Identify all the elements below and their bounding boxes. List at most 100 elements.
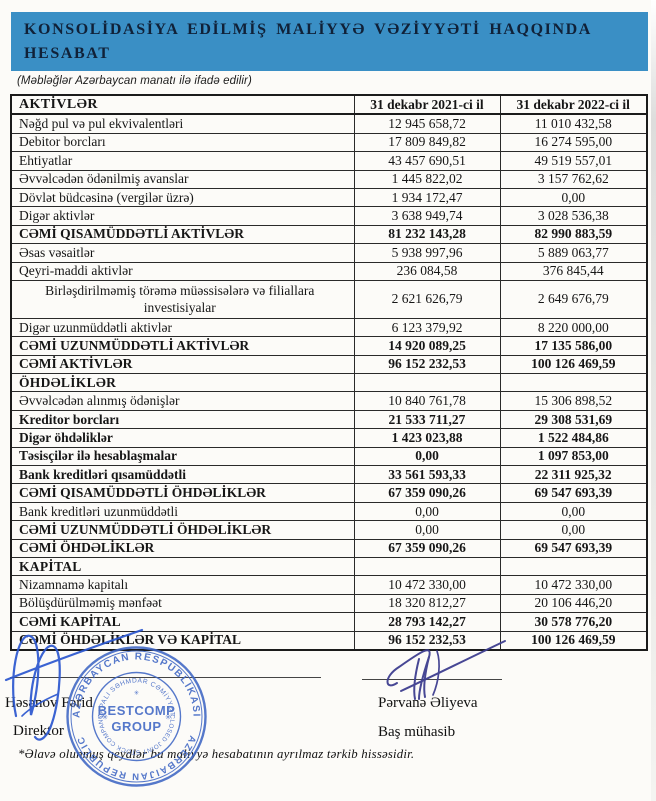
row-value-2021: 3 638 949,74 bbox=[353, 206, 501, 226]
stamp-star-left: ✳ bbox=[102, 714, 108, 722]
row-label: CƏMİ KAPİTAL bbox=[10, 612, 355, 632]
stamp-company-line1: BESTCOMP bbox=[98, 703, 176, 718]
table-row: Nizamnamə kapitalı 10 472 330,00 10 472 33… bbox=[10, 575, 648, 595]
row-label: Təsisçilər ilə hesablaşmalar bbox=[10, 446, 355, 467]
table-row: CƏMİ QISAMÜDDƏTLİ AKTİVLƏR 81 232 143,28 8… bbox=[10, 224, 648, 245]
row-value-2022: 17 135 586,00 bbox=[499, 336, 648, 356]
table-row: Bank kreditləri qısamüddətli 33 561 593,3… bbox=[10, 465, 648, 485]
column-header-2022: 31 dekabr 2022-ci il bbox=[499, 94, 648, 116]
row-value-2021: 236 084,58 bbox=[353, 261, 501, 281]
balance-sheet-table: AKTİVLƏR 31 dekabr 2021-ci il 31 dekabr … bbox=[10, 94, 648, 651]
row-value-2021 bbox=[353, 373, 501, 393]
row-value-2022: 11 010 432,58 bbox=[499, 113, 648, 134]
row-value-2022: 2 649 676,79 bbox=[499, 279, 648, 319]
row-value-2022: 8 220 000,00 bbox=[499, 317, 648, 338]
column-header-assets: AKTİVLƏR bbox=[10, 94, 355, 116]
row-value-2022: 100 126 469,59 bbox=[499, 354, 648, 375]
signature-line-director bbox=[10, 677, 321, 678]
row-label: Nizamnamə kapitalı bbox=[10, 575, 355, 595]
row-value-2021: 0,00 bbox=[353, 446, 501, 467]
row-value-2021: 0,00 bbox=[353, 520, 501, 540]
table-row: Əvvəlcədən ödənilmiş avanslar 1 445 822,0… bbox=[10, 169, 648, 189]
row-value-2022: 20 106 446,20 bbox=[499, 593, 648, 614]
table-row: Qeyri-maddi aktivlər 236 084,58 376 845,44 bbox=[10, 261, 648, 281]
row-value-2022: 1 097 853,00 bbox=[499, 446, 648, 467]
currency-note: (Məbləğlər Azərbaycan manatı ilə ifadə e… bbox=[17, 75, 252, 87]
row-value-2022: 30 578 776,20 bbox=[499, 612, 648, 632]
row-label: Bank kreditləri qısamüddətli bbox=[10, 465, 355, 485]
row-label: Nəğd pul və pul ekvivalentləri bbox=[10, 113, 355, 134]
table-row: CƏMİ ÖHDƏLİKLƏR 67 359 090,26 69 547 693,3… bbox=[10, 538, 648, 558]
row-label: Bank kreditləri uzunmüddətli bbox=[10, 501, 355, 522]
row-value-2022: 5 889 063,77 bbox=[499, 243, 648, 263]
balance-table-body: Nəğd pul və pul ekvivalentləri 12 945 658… bbox=[10, 113, 648, 651]
table-row: Əsas vəsaitlər 5 938 997,96 5 889 063,77 bbox=[10, 243, 648, 263]
row-value-2022: 69 547 693,39 bbox=[499, 483, 648, 503]
row-value-2022: 22 311 925,32 bbox=[499, 465, 648, 485]
table-row: Nəğd pul və pul ekvivalentləri 12 945 658… bbox=[10, 113, 648, 134]
row-value-2022: 15 306 898,52 bbox=[499, 391, 648, 411]
row-value-2021: 0,00 bbox=[353, 501, 501, 522]
table-row: CƏMİ QISAMÜDDƏTLİ ÖHDƏLİKLƏR 67 359 090,2… bbox=[10, 483, 648, 503]
row-value-2021: 1 934 172,47 bbox=[353, 187, 501, 208]
row-value-2021: 33 561 593,33 bbox=[353, 465, 501, 485]
row-value-2022: 0,00 bbox=[499, 187, 648, 208]
row-value-2021: 10 472 330,00 bbox=[353, 575, 501, 595]
row-value-2021 bbox=[353, 556, 501, 577]
title-band: KONSOLİDASİYA EDİLMİŞ MALİYYƏ VƏZİYYƏTİ … bbox=[11, 12, 648, 71]
table-header-row: AKTİVLƏR 31 dekabr 2021-ci il 31 dekabr … bbox=[10, 94, 648, 116]
table-row: CƏMİ AKTİVLƏR 96 152 232,53 100 126 469,59 bbox=[10, 354, 648, 375]
signer-role-director: Direktor bbox=[13, 723, 64, 739]
row-value-2022: 49 519 557,01 bbox=[499, 151, 648, 171]
row-label: Əvvəlcədən alınmış ödənişlər bbox=[10, 391, 355, 411]
table-row: Digər aktivlər 3 638 949,74 3 028 536,38 bbox=[10, 206, 648, 226]
row-value-2021: 12 945 658,72 bbox=[353, 113, 501, 134]
row-label: Digər öhdəliklər bbox=[10, 428, 355, 448]
row-value-2021: 81 232 143,28 bbox=[353, 224, 501, 245]
signer-role-accountant: Baş mühasib bbox=[378, 724, 456, 740]
row-value-2021: 18 320 812,27 bbox=[353, 593, 501, 614]
row-value-2022 bbox=[499, 373, 648, 393]
row-value-2022: 29 308 531,69 bbox=[499, 409, 648, 430]
row-label: Digər aktivlər bbox=[10, 206, 355, 226]
row-label: Dövlət büdcəsinə (vergilər üzrə) bbox=[10, 187, 355, 208]
table-row: Digər uzunmüddətli aktivlər 6 123 379,92 8… bbox=[10, 317, 648, 338]
row-label: KAPİTAL bbox=[10, 556, 355, 577]
stamp-star-right: ✳ bbox=[165, 714, 171, 722]
row-value-2022: 10 472 330,00 bbox=[499, 575, 648, 595]
report-footnote: *Əlavə olunmuş qeydlər bu maliyyə hesaba… bbox=[18, 747, 415, 761]
row-value-2021: 17 809 849,82 bbox=[353, 132, 501, 153]
row-label: ÖHDƏLİKLƏR bbox=[10, 373, 355, 393]
row-label: Əsas vəsaitlər bbox=[10, 243, 355, 263]
row-value-2021: 67 359 090,26 bbox=[353, 538, 501, 558]
table-row: KAPİTAL bbox=[10, 556, 648, 577]
row-value-2021: 2 621 626,79 bbox=[353, 279, 501, 319]
table-row: Ehtiyatlar 43 457 690,51 49 519 557,01 bbox=[10, 151, 648, 171]
row-value-2021: 10 840 761,78 bbox=[353, 391, 501, 411]
stamp-company-line2: GROUP bbox=[111, 719, 161, 734]
row-value-2021: 21 533 711,27 bbox=[353, 409, 501, 430]
table-row: ÖHDƏLİKLƏR bbox=[10, 373, 648, 393]
row-label: Digər uzunmüddətli aktivlər bbox=[10, 317, 355, 338]
row-value-2021: 6 123 379,92 bbox=[353, 317, 501, 338]
row-label: Kreditor borcları bbox=[10, 409, 355, 430]
row-value-2021: 5 938 997,96 bbox=[353, 243, 501, 263]
scan-page-edge bbox=[651, 0, 656, 801]
table-row: Dövlət büdcəsinə (vergilər üzrə) 1 934 17… bbox=[10, 187, 648, 208]
signature-line-accountant bbox=[362, 679, 502, 680]
row-label: Bölüşdürülməmiş mənfəət bbox=[10, 593, 355, 614]
row-label: CƏMİ QISAMÜDDƏTLİ ÖHDƏLİKLƏR bbox=[10, 483, 355, 503]
row-label: CƏMİ AKTİVLƏR bbox=[10, 354, 355, 375]
row-label: CƏMİ UZUNMÜDDƏTLİ ÖHDƏLİKLƏR bbox=[10, 520, 355, 540]
table-row: Digər öhdəliklər 1 423 023,88 1 522 484,86 bbox=[10, 428, 648, 448]
table-row: Əvvəlcədən alınmış ödənişlər 10 840 761,7… bbox=[10, 391, 648, 411]
row-label: CƏMİ UZUNMÜDDƏTLİ AKTİVLƏR bbox=[10, 336, 355, 356]
row-value-2021: 1 423 023,88 bbox=[353, 428, 501, 448]
row-label: Ehtiyatlar bbox=[10, 151, 355, 171]
row-value-2021: 14 920 089,25 bbox=[353, 336, 501, 356]
row-value-2022: 1 522 484,86 bbox=[499, 428, 648, 448]
table-row: CƏMİ KAPİTAL 28 793 142,27 30 578 776,20 bbox=[10, 612, 648, 632]
row-value-2022: 16 274 595,00 bbox=[499, 132, 648, 153]
report-title: KONSOLİDASİYA EDİLMİŞ MALİYYƏ VƏZİYYƏTİ … bbox=[11, 12, 648, 66]
row-value-2022: 3 157 762,62 bbox=[499, 169, 648, 189]
